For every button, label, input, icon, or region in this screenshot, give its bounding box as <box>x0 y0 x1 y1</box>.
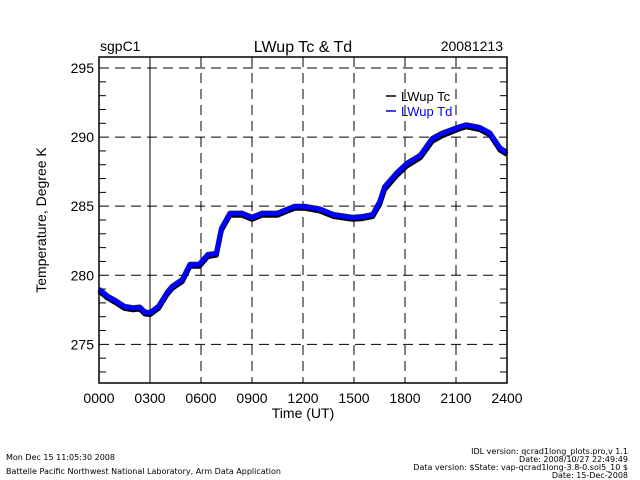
x-tick-label: 0000 <box>83 390 114 406</box>
y-tick-label: 290 <box>71 129 95 145</box>
legend-label-tc: LWup Tc <box>401 89 451 104</box>
organization: Battelle Pacific Northwest National Labo… <box>6 467 281 476</box>
site-label: sgpC1 <box>100 38 141 54</box>
axis-ticks: 0000 0300 0600 0900 1200 1500 1800 2100 2400 275 2… <box>71 60 523 406</box>
idl-version: IDL version: qcrad1long_plots.pro,v 1.1 <box>471 447 628 456</box>
chart-title: LWup Tc & Td <box>254 39 352 56</box>
x-tick-label: 2400 <box>491 390 522 406</box>
idl-date: Date: 2008/10/27 22:49:49 <box>519 455 628 464</box>
y-tick-label: 295 <box>71 60 95 76</box>
y-tick-label: 275 <box>71 336 95 352</box>
data-date: Date: 15-Dec-2008 <box>551 471 628 480</box>
x-tick-label: 1800 <box>389 390 420 406</box>
legend: LWup Tc LWup Td <box>386 89 452 119</box>
x-tick-label: 1200 <box>287 390 318 406</box>
y-axis-label: Temperature, Degree K <box>33 147 49 293</box>
series-line-td <box>97 122 509 316</box>
x-tick-label: 1500 <box>338 390 369 406</box>
plot-frame <box>98 56 508 384</box>
x-axis-label: Time (UT) <box>272 405 334 421</box>
y-tick-label: 285 <box>71 198 95 214</box>
series-group <box>97 122 509 318</box>
x-tick-label: 2100 <box>440 390 471 406</box>
data-version: Data version: $State: vap-qcrad1long-3.8… <box>413 463 628 472</box>
x-tick-label: 0900 <box>236 390 267 406</box>
y-tick-label: 280 <box>71 267 95 283</box>
x-tick-label: 0600 <box>185 390 216 406</box>
x-tick-label: 0300 <box>134 390 165 406</box>
legend-label-td: LWup Td <box>401 104 452 119</box>
date-label: 20081213 <box>441 38 504 54</box>
run-time: Mon Dec 15 11:05:30 2008 <box>6 453 115 462</box>
